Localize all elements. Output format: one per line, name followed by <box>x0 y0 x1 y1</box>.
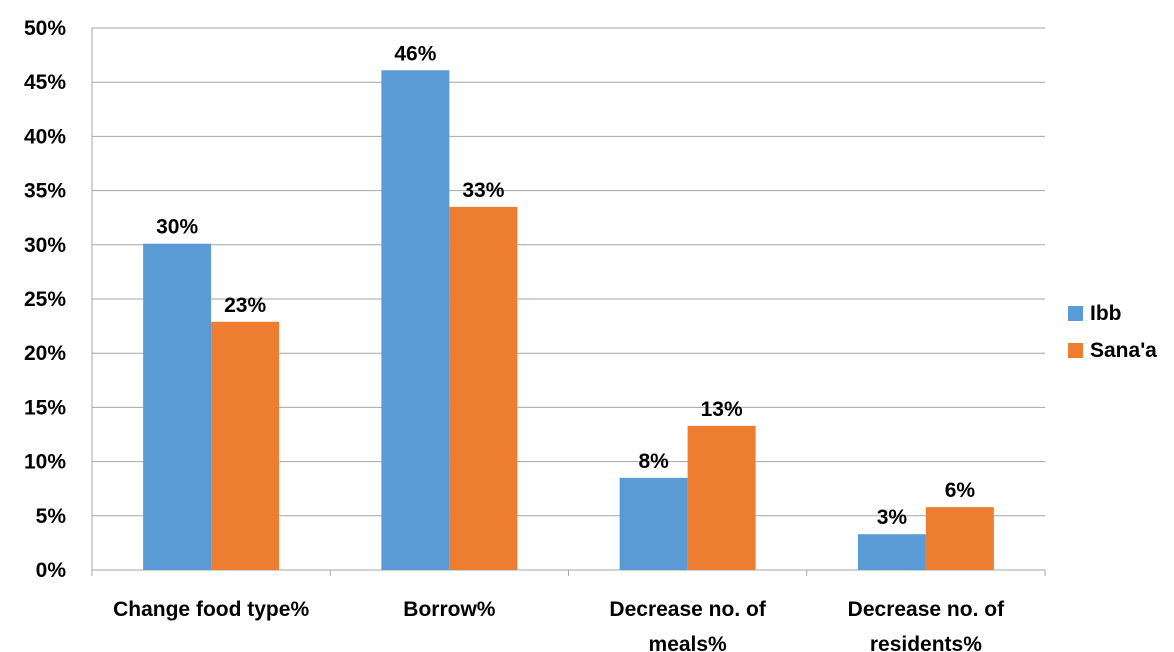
x-category-labels: Change food type% Borrow% Decrease no. of m… <box>113 598 1005 652</box>
y-tick-label: 10% <box>24 451 66 474</box>
y-tick-label: 45% <box>24 71 66 94</box>
category-label: Change food type% <box>113 598 309 621</box>
bar-1-2 <box>687 425 756 570</box>
category-label: meals% <box>649 633 728 652</box>
category-label: Borrow% <box>403 598 496 621</box>
bar-0-3 <box>857 534 926 570</box>
legend-swatch-1 <box>1068 343 1083 358</box>
category-label: Decrease no. of <box>848 598 1005 621</box>
y-tick-labels: 0% 5% 10% 15% 20% 25% 30% 35% 40% 45% 50% <box>24 17 66 582</box>
bar-1-1 <box>449 206 518 571</box>
y-tick-label: 5% <box>36 505 67 528</box>
data-label: 6% <box>945 479 976 502</box>
data-label: 3% <box>877 506 908 529</box>
legend-label: Sana'a <box>1090 339 1157 362</box>
y-tick-label: 30% <box>24 234 66 257</box>
legend: Ibb Sana'a <box>1068 302 1157 362</box>
category-label: Decrease no. of <box>609 598 766 621</box>
data-label: 23% <box>224 294 266 317</box>
bars <box>143 70 994 571</box>
data-label: 46% <box>394 42 436 65</box>
bar-1-3 <box>925 507 994 570</box>
y-tick-label: 50% <box>24 17 66 40</box>
data-label: 30% <box>156 216 198 239</box>
legend-swatch-0 <box>1068 306 1083 321</box>
y-tick-label: 25% <box>24 288 66 311</box>
bar-0-1 <box>381 70 450 570</box>
y-tick-label: 35% <box>24 180 66 203</box>
legend-label: Ibb <box>1090 302 1122 325</box>
category-label: residents% <box>870 633 982 652</box>
bar-0-2 <box>619 477 688 570</box>
bar-1-0 <box>211 321 280 570</box>
y-tick-label: 20% <box>24 342 66 365</box>
data-label: 33% <box>462 179 504 202</box>
bar-0-0 <box>143 243 212 570</box>
data-labels: 30% 23% 46% 33% 8% 13% 3% 6% <box>156 42 975 529</box>
y-tick-label: 0% <box>36 559 67 582</box>
y-tick-label: 40% <box>24 125 66 148</box>
y-tick-label: 15% <box>24 396 66 419</box>
data-label: 13% <box>701 398 743 421</box>
data-label: 8% <box>638 450 669 473</box>
